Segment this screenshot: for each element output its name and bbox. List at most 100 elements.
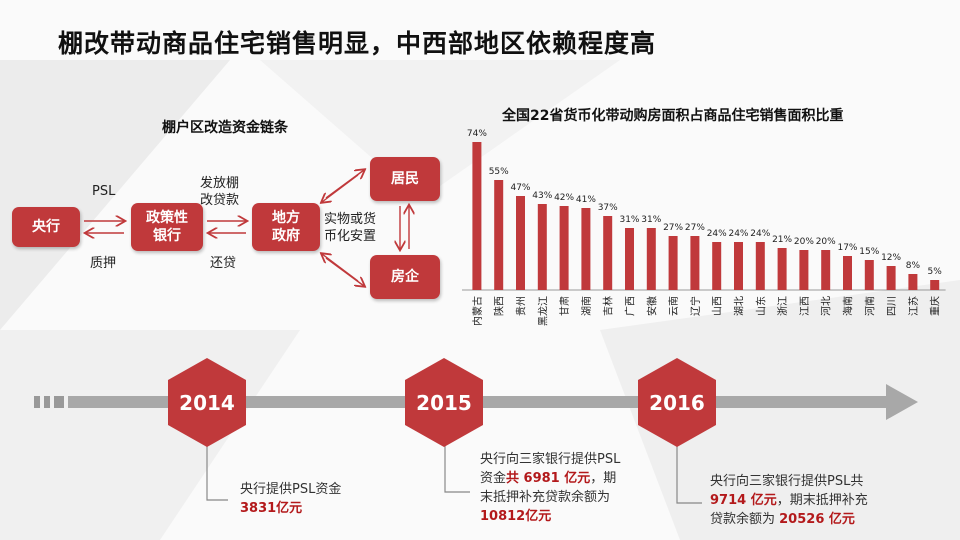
label-pledge: 质押 <box>90 256 117 271</box>
category-label-7: 广西 <box>625 296 637 316</box>
bar-value-label-6: 37% <box>598 203 618 213</box>
bar-value-label-16: 20% <box>816 237 836 247</box>
bar-0 <box>472 142 482 290</box>
node-developers: 房企 <box>370 255 440 299</box>
category-label-11: 山西 <box>712 296 724 316</box>
bar-value-label-17: 17% <box>837 243 857 253</box>
note-2014-amount: 3831亿元 <box>240 501 303 516</box>
category-label-3: 黑龙江 <box>536 296 549 326</box>
timeline-arrowhead <box>886 384 918 420</box>
hexagon-2014 <box>168 358 246 447</box>
hexagon-2015 <box>405 358 483 447</box>
bar-value-label-14: 21% <box>772 235 792 245</box>
bar-5 <box>581 208 591 290</box>
node-residents: 居民 <box>370 157 440 201</box>
note-2016-line1: 央行向三家银行提供PSL共 <box>710 474 864 489</box>
bar-2 <box>516 196 525 290</box>
bar-value-label-5: 41% <box>576 195 596 205</box>
bar-8 <box>646 228 656 290</box>
category-label-0: 内蒙古 <box>471 296 484 326</box>
bar-value-label-3: 43% <box>532 191 552 201</box>
category-label-17: 海南 <box>842 296 855 316</box>
category-label-5: 湖南 <box>580 296 593 316</box>
bar-value-label-2: 47% <box>510 183 530 193</box>
category-label-4: 甘肃 <box>558 296 571 316</box>
note-2015-line3: 末抵押补充贷款余额为 <box>480 490 611 505</box>
label-psl: PSL <box>92 184 116 199</box>
chart-title: 全国22省货币化带动购房面积占商品住宅销售面积比重 <box>502 108 844 124</box>
category-label-15: 江西 <box>799 296 811 316</box>
category-label-20: 江苏 <box>907 296 920 316</box>
year-2015: 2015 <box>416 391 472 415</box>
category-label-8: 安徽 <box>645 296 658 316</box>
category-label-13: 山东 <box>754 296 767 316</box>
bar-value-label-20: 8% <box>906 261 921 271</box>
bar-6 <box>603 216 613 290</box>
bar-17 <box>843 256 852 290</box>
label-resettle: 实物或货 币化安置 <box>324 212 377 244</box>
bar-16 <box>821 250 831 290</box>
note-2016-text2: 贷款余额为 <box>710 512 780 527</box>
category-label-10: 辽宁 <box>689 296 702 316</box>
bar-value-label-8: 31% <box>641 215 661 225</box>
category-label-19: 四川 <box>887 296 898 316</box>
bar-7 <box>625 228 634 290</box>
note-2016: 央行向三家银行提供PSL共 9714 亿元，期末抵押补充 贷款余额为 20526… <box>710 472 868 529</box>
bar-12 <box>734 242 743 290</box>
category-label-12: 湖北 <box>734 296 746 316</box>
bar-value-label-10: 27% <box>685 223 705 233</box>
note-2015-text2: ，期 <box>590 471 617 486</box>
note-2016-balance: 20526 亿元 <box>779 512 855 527</box>
category-label-6: 吉林 <box>602 296 615 316</box>
bar-value-label-15: 20% <box>794 237 814 247</box>
bar-15 <box>799 250 809 290</box>
category-label-1: 陕西 <box>493 296 506 316</box>
bar-value-label-1: 55% <box>489 167 509 177</box>
bar-1 <box>494 180 504 290</box>
flow-title: 棚户区改造资金链条 <box>162 120 288 136</box>
category-label-18: 河南 <box>863 296 876 316</box>
bar-value-label-7: 31% <box>619 215 639 225</box>
category-label-2: 贵州 <box>515 296 528 316</box>
bar-21 <box>930 280 940 290</box>
node-policy-bank: 政策性 银行 <box>131 203 203 251</box>
note-2016-amount: 9714 亿元 <box>710 493 777 508</box>
year-2016: 2016 <box>649 391 705 415</box>
hexagon-2016 <box>638 358 716 447</box>
bar-11 <box>712 242 722 290</box>
note-2014: 央行提供PSL资金 3831亿元 <box>240 480 341 518</box>
category-label-14: 浙江 <box>777 296 789 316</box>
note-2015-text: 资金 <box>480 471 507 486</box>
bar-13 <box>755 242 765 290</box>
bar-value-label-19: 12% <box>881 253 901 263</box>
bar-9 <box>668 236 678 290</box>
label-repay: 还贷 <box>210 256 237 271</box>
note-2014-text: 央行提供PSL资金 <box>240 482 342 497</box>
category-label-16: 河北 <box>821 296 833 316</box>
bar-value-label-0: 74% <box>467 129 487 139</box>
note-2015-line1: 央行向三家银行提供PSL <box>480 452 621 467</box>
note-2015: 央行向三家银行提供PSL 资金共 6981 亿元，期 末抵押补充贷款余额为 10… <box>480 450 620 526</box>
category-label-9: 云南 <box>667 296 680 316</box>
category-label-21: 重庆 <box>929 296 942 316</box>
bar-value-label-11: 24% <box>707 229 727 239</box>
bar-value-label-18: 15% <box>859 247 879 257</box>
bar-20 <box>908 274 918 290</box>
note-2016-text: ，期末抵押补充 <box>776 493 868 508</box>
note-2015-amount: 共 6981 亿元 <box>506 471 591 486</box>
bar-10 <box>690 236 700 290</box>
node-local-government: 地方 政府 <box>252 203 320 251</box>
bar-19 <box>886 266 896 290</box>
page-title: 棚改带动商品住宅销售明显，中西部地区依赖程度高 <box>58 29 657 58</box>
bar-14 <box>777 248 787 290</box>
label-loan: 发放棚 改贷款 <box>200 176 240 208</box>
bar-value-label-12: 24% <box>728 229 748 239</box>
note-2015-balance: 10812亿元 <box>480 509 552 524</box>
bar-value-label-9: 27% <box>663 223 683 233</box>
year-2014: 2014 <box>179 391 235 415</box>
bar-18 <box>864 260 874 290</box>
node-central-bank: 央行 <box>12 207 80 247</box>
